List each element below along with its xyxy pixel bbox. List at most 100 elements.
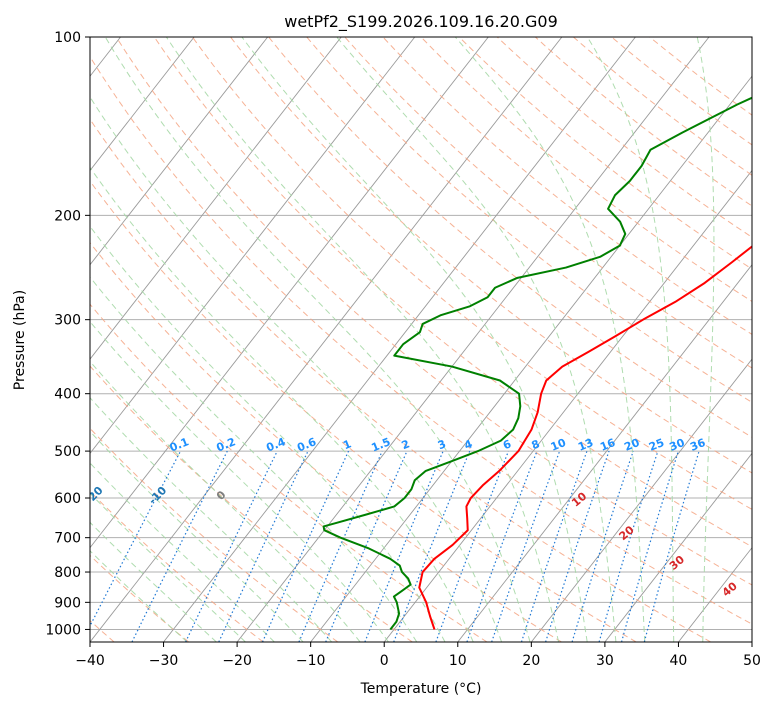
moist-adiabat-line — [90, 521, 217, 642]
dry-adiabat-line — [611, 37, 752, 146]
x-tick-label: −20 — [222, 653, 252, 669]
isotherm-line — [530, 358, 752, 642]
x-tick-label: −10 — [296, 653, 326, 669]
y-tick-label: 200 — [54, 208, 81, 224]
dewpoint-profile-line — [322, 96, 752, 631]
x-tick-label: 40 — [670, 653, 688, 669]
mixing-ratio-label: 25 — [647, 436, 666, 454]
mixing-ratio-line — [218, 450, 309, 642]
dry-adiabat-line — [90, 427, 339, 642]
mixing-ratio-label: 1 — [341, 437, 353, 452]
y-tick-label: 300 — [54, 313, 81, 329]
moist-adiabat-line — [696, 37, 715, 642]
isotherm-line — [236, 37, 710, 642]
dry-adiabat-line — [90, 55, 752, 625]
moist-adiabat-line — [104, 37, 531, 642]
y-axis-ticks: 100 200 300 400 500 600 700 800 900 1000 — [45, 30, 90, 638]
temperature-profile-line — [418, 245, 752, 630]
mixing-ratio-line — [545, 450, 610, 642]
x-tick-label: 30 — [596, 653, 614, 669]
y-tick-label: 1000 — [45, 622, 81, 638]
moist-adiabat-line — [90, 550, 188, 642]
x-tick-label: 0 — [380, 653, 389, 669]
x-tick-label: −30 — [149, 653, 179, 669]
isotherm-line — [457, 264, 752, 642]
mixing-ratio-label: 20 — [622, 436, 641, 454]
moist-adiabat-line — [90, 430, 304, 642]
plot-frame — [89, 36, 753, 643]
moist-adiabat-line — [90, 320, 389, 642]
dry-adiabat-line — [153, 37, 752, 548]
moist-adiabat-line — [90, 276, 418, 642]
mixing-ratio-label: 16 — [598, 436, 617, 454]
dry-adiabat-line — [90, 180, 637, 642]
mixing-ratio-line — [491, 450, 561, 642]
mixing-ratio-line — [325, 450, 408, 642]
dry-adiabat-line — [382, 37, 752, 335]
isotherm-line — [604, 452, 752, 642]
moist-adiabat-line — [90, 166, 474, 642]
x-tick-label: 50 — [743, 653, 761, 669]
dry-adiabat-line — [230, 37, 752, 474]
y-tick-label: 700 — [54, 531, 81, 547]
x-tick-label: 10 — [449, 653, 467, 669]
isotherm-line — [90, 37, 195, 172]
dry-adiabat-line — [573, 37, 752, 176]
moist-adiabat-line — [90, 397, 333, 642]
mixing-ratio-line — [571, 450, 634, 642]
mixing-ratio-line — [643, 450, 700, 642]
mixing-ratio-line — [261, 450, 350, 642]
moist-adiabat-line — [336, 37, 617, 642]
mixing-ratio-label: 8 — [530, 437, 542, 452]
moist-adiabat-line — [586, 37, 675, 642]
mixing-ratio-label: 30 — [668, 436, 687, 454]
y-tick-label: 900 — [54, 595, 81, 611]
isotherm-line — [383, 169, 752, 642]
mixing-ratio-label: 10 — [549, 436, 568, 454]
background-lines — [90, 37, 752, 642]
isotherm-line — [90, 37, 416, 455]
dry-adiabat-line — [115, 37, 752, 586]
y-axis-label: Pressure (hPa) — [12, 290, 28, 390]
mixing-ratio-label: 36 — [688, 436, 707, 454]
dry-adiabat-line — [90, 365, 413, 642]
mixing-ratio-label: 2 — [400, 437, 412, 452]
dry-adiabat-line — [268, 37, 752, 438]
mixing-ratio-line — [185, 450, 278, 642]
y-tick-label: 600 — [54, 491, 81, 507]
moist-adiabat-line — [90, 360, 361, 642]
dry-adiabat-line — [306, 37, 752, 403]
x-tick-label: −40 — [75, 653, 105, 669]
isotherm-line — [163, 37, 636, 642]
mixing-ratio-line — [598, 450, 659, 642]
moist-adiabat-line — [90, 462, 275, 642]
isotherm-line — [90, 37, 269, 266]
dry-adiabat-line — [90, 241, 562, 642]
mixing-ratio-line — [466, 450, 538, 642]
mixing-ratio-lines — [90, 450, 700, 642]
moist-adiabat-line — [90, 492, 246, 642]
moist-adiabat-line — [90, 225, 446, 642]
moist-adiabat-line — [90, 96, 503, 642]
profile-lines — [322, 96, 752, 631]
isotherm-line — [310, 75, 752, 642]
y-tick-label: 500 — [54, 444, 81, 460]
y-tick-label: 100 — [54, 30, 81, 46]
dry-adiabat-line — [534, 37, 752, 207]
x-tick-label: 20 — [522, 653, 540, 669]
mixing-ratio-label: 3 — [436, 437, 448, 452]
x-axis-ticks: −40 −30 −20 −10 0 10 20 30 40 50 — [75, 642, 761, 669]
isotherm-line — [90, 37, 489, 549]
dry-adiabat-line — [344, 37, 752, 369]
x-axis-label: Temperature (°C) — [360, 681, 482, 697]
mixing-ratio-line — [620, 450, 679, 642]
moist-adiabat-line — [454, 37, 646, 642]
dry-adiabat-line — [420, 37, 752, 303]
mixing-ratio-label: 13 — [576, 436, 595, 454]
y-tick-label: 400 — [54, 387, 81, 403]
isotherm-line — [90, 37, 563, 642]
moist-adiabat-line — [241, 37, 588, 642]
mixing-ratio-line — [520, 450, 588, 642]
